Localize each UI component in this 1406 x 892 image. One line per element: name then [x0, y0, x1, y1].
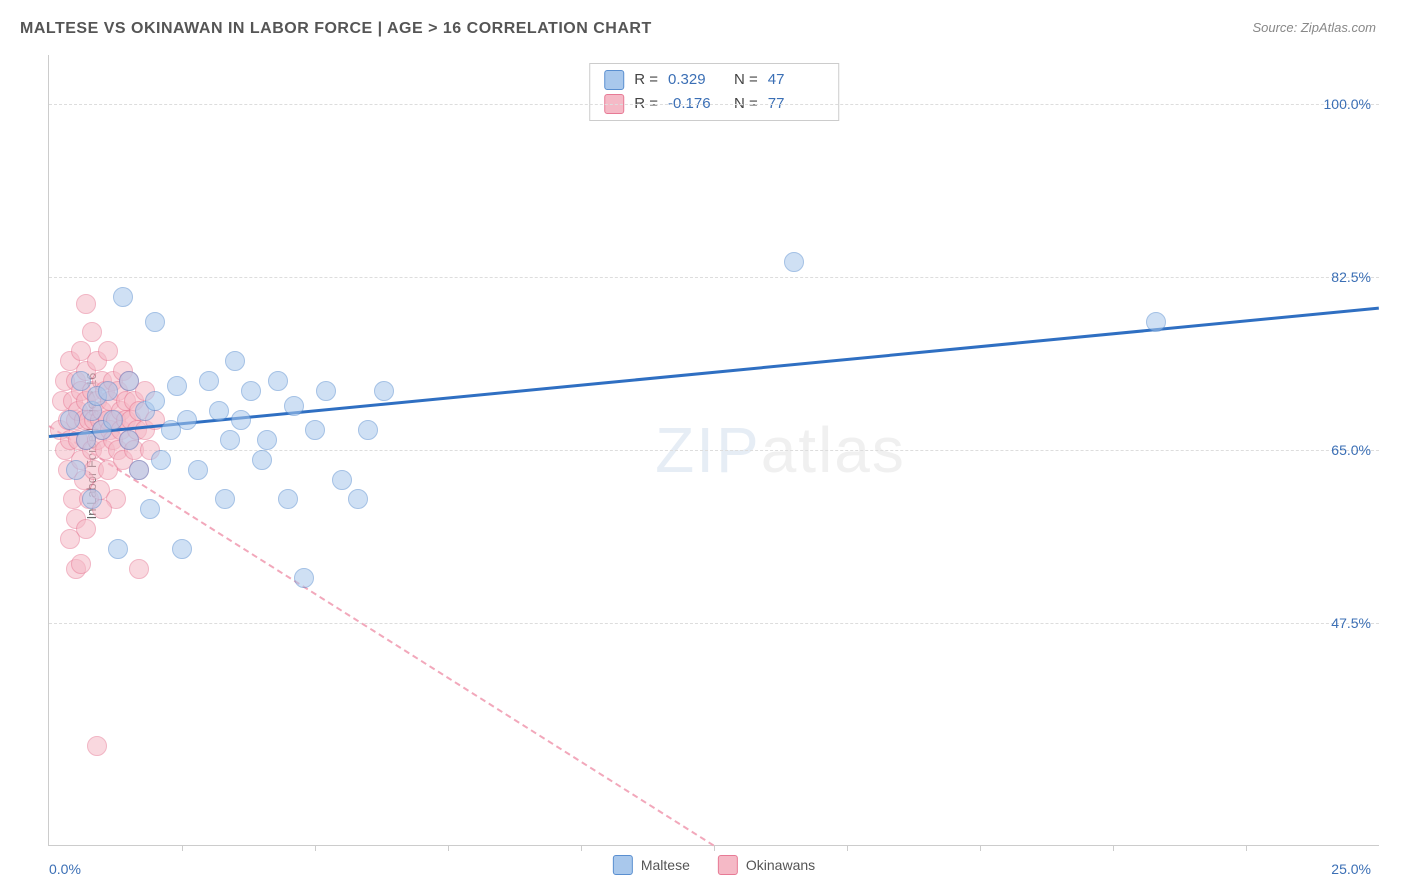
data-point: [76, 294, 96, 314]
y-tick-label: 100.0%: [1324, 96, 1371, 112]
data-point: [103, 410, 123, 430]
data-point: [71, 554, 91, 574]
r-label: R =: [634, 68, 658, 92]
data-point: [231, 410, 251, 430]
n-value-1: 47: [768, 68, 824, 92]
data-point: [140, 499, 160, 519]
data-point: [119, 371, 139, 391]
x-tick: [581, 845, 582, 851]
data-point: [215, 489, 235, 509]
data-point: [284, 396, 304, 416]
regression-line: [48, 425, 714, 846]
data-point: [358, 420, 378, 440]
y-tick-label: 47.5%: [1331, 615, 1371, 631]
data-point: [241, 381, 261, 401]
legend-item-2: Okinawans: [718, 855, 815, 875]
grid-line: [49, 277, 1379, 278]
legend-swatch-1: [613, 855, 633, 875]
data-point: [167, 376, 187, 396]
plot-area: ZIPatlas R = 0.329 N = 47 R = -0.176 N =…: [48, 55, 1379, 846]
data-point: [145, 312, 165, 332]
data-point: [60, 529, 80, 549]
data-point: [332, 470, 352, 490]
x-tick: [1246, 845, 1247, 851]
grid-line: [49, 104, 1379, 105]
data-point: [316, 381, 336, 401]
x-max-label: 25.0%: [1331, 861, 1371, 877]
grid-line: [49, 623, 1379, 624]
data-point: [82, 322, 102, 342]
data-point: [294, 568, 314, 588]
data-point: [209, 401, 229, 421]
x-tick: [980, 845, 981, 851]
data-point: [66, 460, 86, 480]
stats-row-1: R = 0.329 N = 47: [604, 68, 824, 92]
legend-label-1: Maltese: [641, 857, 690, 873]
legend-item-1: Maltese: [613, 855, 690, 875]
data-point: [108, 539, 128, 559]
data-point: [257, 430, 277, 450]
data-point: [145, 391, 165, 411]
data-point: [374, 381, 394, 401]
data-point: [348, 489, 368, 509]
data-point: [177, 410, 197, 430]
data-point: [151, 450, 171, 470]
data-point: [188, 460, 208, 480]
data-point: [220, 430, 240, 450]
chart-title: MALTESE VS OKINAWAN IN LABOR FORCE | AGE…: [20, 20, 652, 38]
data-point: [82, 489, 102, 509]
data-point: [129, 559, 149, 579]
data-point: [784, 252, 804, 272]
data-point: [119, 430, 139, 450]
data-point: [113, 287, 133, 307]
data-point: [71, 371, 91, 391]
stats-box: R = 0.329 N = 47 R = -0.176 N = 77: [589, 63, 839, 121]
x-tick: [714, 845, 715, 851]
data-point: [225, 351, 245, 371]
r-value-1: 0.329: [668, 68, 724, 92]
x-tick: [315, 845, 316, 851]
data-point: [98, 341, 118, 361]
data-point: [98, 381, 118, 401]
data-point: [278, 489, 298, 509]
data-point: [87, 736, 107, 756]
grid-line: [49, 450, 1379, 451]
data-point: [305, 420, 325, 440]
n-label: N =: [734, 68, 758, 92]
x-tick: [847, 845, 848, 851]
x-min-label: 0.0%: [49, 861, 81, 877]
x-tick: [182, 845, 183, 851]
data-point: [172, 539, 192, 559]
data-point: [129, 460, 149, 480]
legend: Maltese Okinawans: [613, 855, 815, 875]
x-tick: [448, 845, 449, 851]
swatch-series-1: [604, 70, 624, 90]
data-point: [268, 371, 288, 391]
data-point: [252, 450, 272, 470]
legend-label-2: Okinawans: [746, 857, 815, 873]
source-label: Source: ZipAtlas.com: [1252, 20, 1376, 35]
y-tick-label: 65.0%: [1331, 442, 1371, 458]
data-point: [1146, 312, 1166, 332]
data-point: [199, 371, 219, 391]
y-tick-label: 82.5%: [1331, 269, 1371, 285]
data-point: [60, 410, 80, 430]
x-tick: [1113, 845, 1114, 851]
legend-swatch-2: [718, 855, 738, 875]
